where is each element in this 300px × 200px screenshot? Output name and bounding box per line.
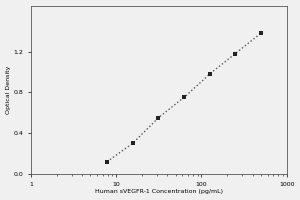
Y-axis label: Optical Density: Optical Density <box>6 66 10 114</box>
X-axis label: Human sVEGFR-1 Concentration (pg/mL): Human sVEGFR-1 Concentration (pg/mL) <box>95 189 223 194</box>
